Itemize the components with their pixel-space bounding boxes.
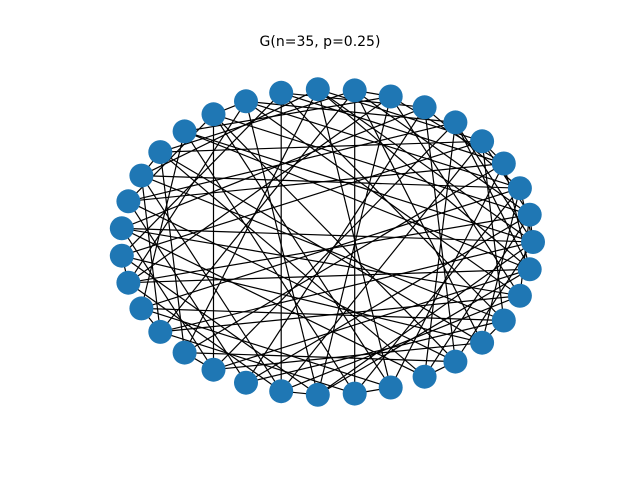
graph-edge [121, 227, 521, 297]
graph-node [491, 308, 516, 333]
graph-edge [160, 331, 355, 395]
graph-edge [140, 175, 161, 332]
figure-title: G(n=35, p=0.25) [259, 34, 381, 50]
graph-node [378, 375, 403, 400]
graph-edge [481, 140, 531, 216]
graph-edge [280, 295, 521, 392]
graph-edge [213, 342, 483, 371]
graph-edge [121, 140, 483, 257]
graph-node [507, 283, 532, 308]
graph-node [129, 296, 154, 321]
graph-edge [128, 121, 456, 202]
node-layer [109, 77, 545, 407]
graph-node [342, 78, 367, 103]
graph-node [470, 330, 495, 355]
graph-edge [160, 89, 355, 153]
graph-edge [213, 113, 456, 363]
graph-edge [454, 241, 534, 362]
graph-edge [519, 214, 531, 296]
graph-edge [503, 163, 531, 270]
graph-edge [128, 200, 456, 363]
graph-edge [317, 88, 531, 270]
graph-node [116, 189, 141, 214]
graph-edge [141, 175, 505, 322]
graph-node [116, 270, 141, 295]
graph-edge [354, 90, 483, 343]
graph-edge [160, 241, 534, 333]
graph-edge [121, 227, 534, 243]
graph-edge [141, 187, 521, 309]
graph-edge [390, 96, 521, 297]
graph-node [378, 84, 403, 109]
graph-node [201, 102, 226, 127]
graph-edge [141, 88, 319, 177]
graph-edge [317, 268, 531, 396]
graph-edge [213, 268, 530, 371]
graph-node [172, 119, 197, 144]
graph-node [234, 370, 258, 395]
graph-edge [245, 319, 504, 384]
graph-edge [159, 151, 425, 378]
graph-edge [121, 255, 483, 344]
graph-node [109, 243, 134, 268]
graph-node [517, 257, 542, 282]
graph-edge [184, 95, 391, 132]
graph-edge [213, 113, 530, 216]
graph-node [412, 364, 437, 389]
graph-edge [121, 227, 425, 378]
graph-edge [280, 92, 505, 321]
graph-node [305, 382, 330, 407]
graph-node [470, 129, 495, 154]
graph-node [342, 381, 367, 406]
graph-edge [141, 307, 504, 322]
graph-node [148, 319, 173, 344]
graph-edge [245, 214, 531, 384]
graph-node [109, 216, 134, 241]
graph-node [269, 80, 294, 105]
graph-node [129, 163, 154, 188]
graph-edge [245, 100, 521, 297]
graph-node [443, 349, 468, 374]
graph-edge [245, 101, 319, 395]
graph-edge [128, 282, 282, 392]
graph-edge [481, 141, 505, 321]
graph-edge [141, 307, 391, 389]
graph-edge [160, 295, 520, 333]
graph-edge [128, 268, 530, 284]
graph-edge [454, 122, 531, 270]
graph-edge [121, 106, 425, 229]
graph-edge [212, 113, 392, 388]
graph-edge [281, 92, 504, 165]
graph-edge [121, 227, 215, 371]
graph-node [517, 202, 542, 227]
graph-edge [184, 162, 505, 354]
graph-edge [184, 130, 530, 270]
graph-edge [424, 214, 531, 378]
graph-node [201, 357, 226, 382]
graph-node [148, 140, 173, 165]
graph-node [507, 176, 532, 201]
graph-node [269, 379, 294, 404]
graph-node [305, 77, 330, 102]
graph-node [521, 230, 545, 254]
graph-edge [159, 90, 356, 333]
graph-node [234, 89, 258, 114]
graph-node [443, 110, 468, 135]
graph-node [412, 95, 437, 120]
graph-node [491, 151, 516, 176]
graph-edge [127, 100, 247, 284]
graph-edge [245, 106, 426, 384]
graph-edge [140, 131, 186, 309]
graph-edge [184, 352, 456, 363]
graph-edge [184, 131, 356, 394]
graph-edge [424, 122, 456, 377]
graph-edge [184, 88, 319, 353]
graph-node [172, 340, 197, 365]
graph-edge [481, 188, 521, 343]
